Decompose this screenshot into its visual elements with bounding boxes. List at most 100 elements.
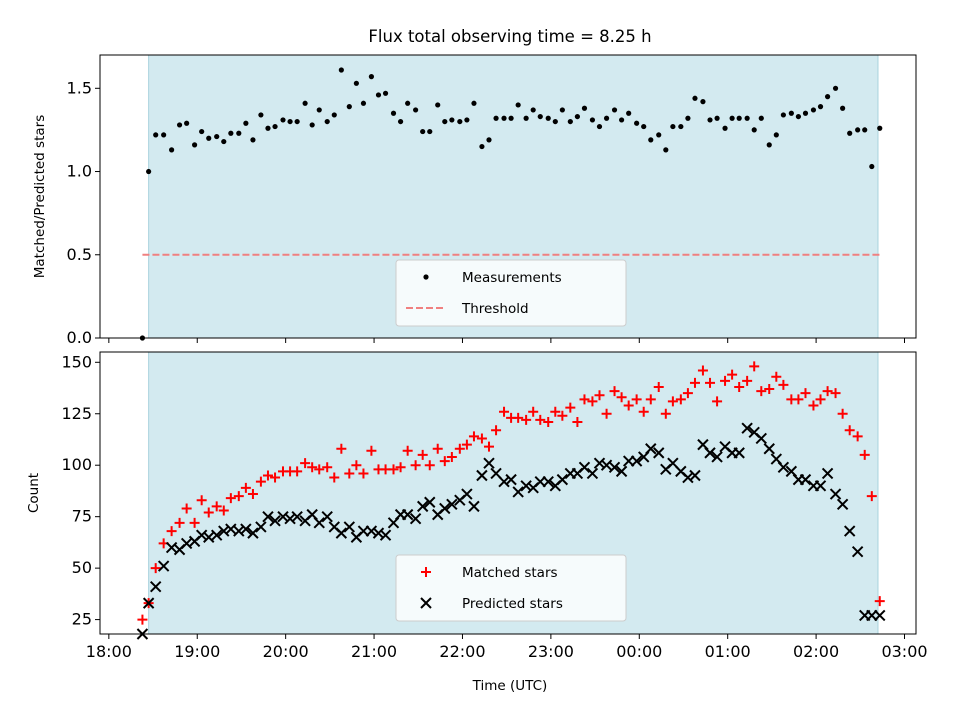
matched-point <box>682 388 693 399</box>
matched-point <box>822 386 833 397</box>
measurement-point <box>280 117 286 123</box>
predicted-point <box>142 597 155 609</box>
matched-point <box>432 443 443 454</box>
predicted-point <box>262 510 274 523</box>
measurement-point <box>589 117 596 123</box>
matched-point <box>461 439 472 450</box>
matched-point <box>579 394 590 405</box>
measurement-point <box>161 132 167 138</box>
legend: Measurements Threshold <box>395 259 627 327</box>
matched-point <box>521 414 532 425</box>
matched-point <box>638 406 649 417</box>
measurement-point <box>258 112 264 118</box>
measurement-point <box>221 138 227 145</box>
matched-point <box>137 614 148 625</box>
matched-point <box>535 414 546 425</box>
measurement-point <box>420 128 426 135</box>
matched-point <box>764 384 775 395</box>
predicted-point <box>233 525 245 537</box>
measurement-point <box>331 112 337 118</box>
measurement-point <box>537 113 543 120</box>
predicted-point <box>409 513 422 525</box>
predicted-point <box>165 541 178 554</box>
matched-point <box>344 468 355 479</box>
measurement-point <box>855 127 861 133</box>
measurement-point <box>603 115 610 121</box>
matched-point <box>771 371 782 382</box>
measurement-point <box>243 120 249 126</box>
matched-point <box>366 445 377 456</box>
legend-entry: Measurements <box>462 270 562 286</box>
predicted-point <box>586 467 599 480</box>
measurement-point <box>766 142 772 148</box>
measurement-point <box>486 137 492 143</box>
predicted-point <box>645 443 657 455</box>
matched-point <box>513 412 524 423</box>
measurement-point <box>309 122 315 128</box>
measurement-point <box>479 143 485 150</box>
measurement-point <box>302 100 308 106</box>
axes-frame <box>99 351 917 635</box>
matched-point <box>697 365 708 376</box>
legend-entry: Predicted stars <box>462 596 563 612</box>
predicted-point <box>593 457 606 469</box>
predicted-point <box>505 473 517 486</box>
x-tick-label: 00:00 <box>616 642 662 661</box>
matched-point <box>660 408 671 419</box>
measurement-point <box>346 104 352 110</box>
measurement-point <box>353 80 359 86</box>
predicted-point <box>401 508 414 521</box>
y-tick-label: 150 <box>61 352 92 371</box>
matched-point <box>454 443 465 454</box>
predicted-point <box>210 529 223 541</box>
matched-point <box>601 408 612 419</box>
matched-point <box>623 400 634 411</box>
matched-point <box>587 396 598 407</box>
x-tick-label: 01:00 <box>705 642 751 661</box>
predicted-point <box>704 447 716 459</box>
legend-box <box>395 554 627 622</box>
predicted-point <box>365 525 378 537</box>
matched-point <box>203 507 214 518</box>
y-tick-label: 1.0 <box>67 162 92 181</box>
y-tick-label: 125 <box>61 404 92 423</box>
y-tick-label: 50 <box>72 558 92 577</box>
predicted-point <box>542 475 554 488</box>
predicted-point <box>498 475 510 488</box>
legend-box <box>395 259 627 327</box>
measurement-point <box>184 120 190 126</box>
predicted-point <box>476 469 488 482</box>
matched-point <box>307 462 318 473</box>
measurement-point <box>427 128 433 135</box>
predicted-point <box>313 517 325 529</box>
matched-point <box>689 377 700 388</box>
predicted-point <box>763 443 775 455</box>
measurement-point <box>567 118 573 125</box>
measurement-point <box>877 125 883 131</box>
measurement-point <box>832 85 839 91</box>
top-panel: 0.0 0.5 1.0 1.5 Matched/Predicted stars Measu… <box>32 54 917 347</box>
measurement-point <box>191 142 198 148</box>
predicted-point <box>600 459 613 471</box>
measurement-point <box>316 107 322 113</box>
predicted-point <box>416 500 429 513</box>
predicted-point <box>615 465 628 478</box>
matched-point <box>491 425 502 436</box>
predicted-point <box>240 523 252 535</box>
measurement-point <box>758 115 764 121</box>
y-tick-label: 0.5 <box>67 245 92 264</box>
measurement-point <box>869 163 875 170</box>
matched-point <box>240 482 251 493</box>
series-matched-stars <box>137 361 885 625</box>
predicted-point <box>520 480 532 492</box>
x-tick-label: 20:00 <box>263 642 309 661</box>
y-axis-label: Count <box>26 473 42 513</box>
matched-point <box>712 396 723 407</box>
matched-point <box>439 456 450 467</box>
measurement-point <box>559 107 565 113</box>
measurement-point <box>199 128 205 135</box>
measurement-point <box>390 110 397 116</box>
matched-point <box>557 410 568 421</box>
measurement-point <box>176 122 183 128</box>
predicted-point <box>556 473 569 486</box>
